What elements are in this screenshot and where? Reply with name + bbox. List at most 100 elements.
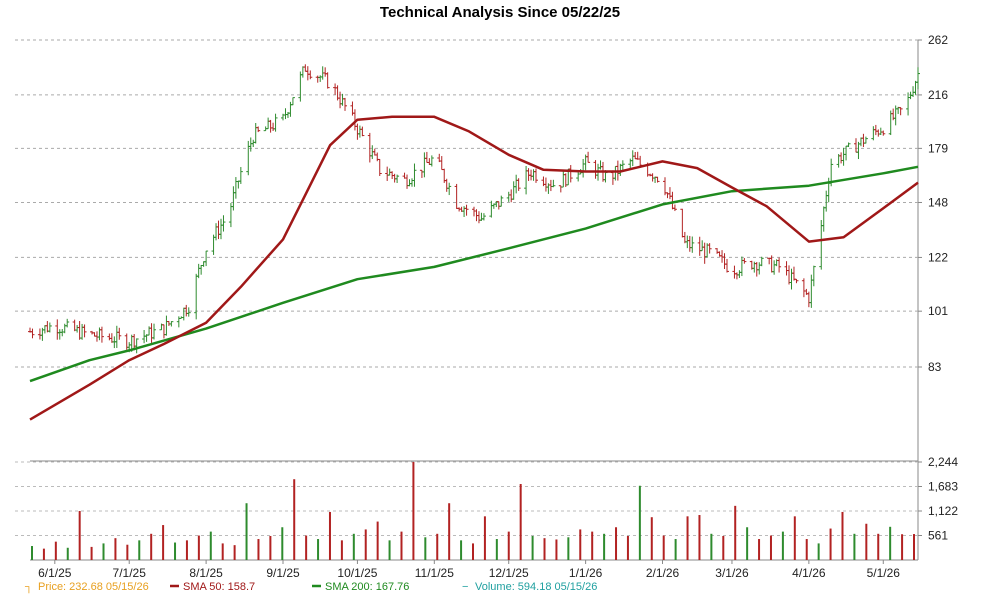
volume-bar: [579, 529, 582, 560]
price-bar: [186, 307, 191, 317]
volume-bar: [197, 535, 200, 560]
volume-bar: [114, 538, 117, 560]
price-bar: [881, 130, 886, 136]
price-bar: [117, 327, 122, 340]
volume-bar: [805, 539, 808, 560]
legend-item: SMA 200: 167.76: [312, 581, 409, 593]
x-tick-label: 1/1/26: [569, 566, 603, 580]
volume-bar: [102, 543, 105, 560]
volume-bar: [376, 521, 379, 560]
volume-bar: [901, 534, 904, 560]
legend-symbol: −: [462, 581, 468, 593]
price-bar: [447, 182, 452, 196]
price-bar: [221, 215, 226, 232]
volume-bar: [543, 538, 546, 560]
price-bar: [898, 107, 903, 116]
price-bar: [742, 257, 747, 264]
price-tick-label: 83: [928, 360, 942, 374]
price-bar: [863, 136, 868, 144]
volume-bar: [913, 534, 915, 560]
volume-tick-label: 561: [928, 529, 948, 543]
volume-bars: [31, 462, 915, 560]
volume-bar: [90, 546, 93, 560]
legend-label: Price: 232.68 05/15/26: [38, 581, 149, 593]
legend-label: Volume: 594.18 05/15/26: [475, 581, 597, 593]
volume-bar: [507, 531, 510, 560]
x-tick-label: 7/1/25: [113, 566, 147, 580]
volume-bar: [555, 539, 558, 560]
volume-bar: [412, 462, 415, 560]
volume-bar: [841, 511, 844, 560]
price-bar: [499, 195, 504, 207]
price-bar: [534, 168, 539, 183]
volume-bar: [269, 535, 272, 560]
volume-bar: [829, 528, 832, 560]
volume-bar: [603, 533, 606, 560]
sma-50-line: [29, 115, 919, 421]
volume-tick-label: 1,122: [928, 504, 958, 518]
price-bar: [308, 70, 313, 80]
price-bar: [620, 160, 625, 172]
volume-bar: [293, 479, 296, 560]
price-bar: [586, 151, 591, 163]
volume-bar: [364, 529, 367, 560]
volume-bar: [31, 546, 33, 560]
volume-bar: [746, 527, 749, 560]
price-tick-label: 148: [928, 195, 948, 209]
price-bar: [777, 257, 782, 273]
volume-bar: [793, 516, 796, 560]
volume-bar: [626, 535, 629, 560]
price-bar: [343, 97, 348, 111]
volume-bar: [138, 540, 141, 560]
price-bar: [360, 126, 365, 137]
volume-bar: [400, 531, 403, 560]
price-bar: [672, 204, 677, 212]
price-bar: [725, 258, 730, 273]
volume-bar: [257, 539, 260, 560]
price-bar: [30, 328, 35, 339]
volume-bar: [686, 516, 689, 560]
x-tick-label: 9/1/25: [266, 566, 300, 580]
volume-bar: [853, 533, 856, 560]
volume-bar: [662, 535, 665, 560]
volume-bar: [567, 537, 570, 560]
volume-bar: [233, 545, 236, 560]
volume-bar: [78, 511, 81, 560]
volume-bar: [734, 505, 737, 560]
legend-symbol: ┐: [24, 581, 33, 594]
price-bar: [99, 326, 104, 343]
volume-bar: [615, 527, 618, 560]
price-bar: [325, 72, 330, 89]
volume-tick-label: 1,683: [928, 480, 958, 494]
x-tick-label: 11/1/25: [415, 566, 454, 580]
price-bar: [690, 236, 695, 253]
x-tick-label: 2/1/26: [646, 566, 680, 580]
volume-bar: [209, 531, 212, 560]
volume-bar: [769, 535, 772, 560]
volume-bar: [174, 542, 177, 560]
price-bar: [290, 97, 295, 106]
volume-tick-label: 2,244: [928, 455, 958, 469]
price-bar: [395, 174, 400, 183]
price-bar: [811, 265, 816, 287]
x-tick-label: 10/1/25: [337, 566, 377, 580]
legend-label: SMA 50: 158.7: [183, 581, 255, 593]
volume-bar: [650, 517, 653, 560]
volume-bar: [448, 503, 451, 560]
x-tick-label: 5/1/26: [867, 566, 901, 580]
volume-bar: [758, 539, 761, 560]
price-bar: [846, 142, 851, 148]
price-bar: [568, 165, 573, 183]
legend-item: SMA 50: 158.7: [170, 581, 255, 593]
volume-bar: [591, 531, 594, 560]
legend-item: ┐ Price: 232.68 05/15/26: [24, 581, 149, 594]
price-tick-label: 179: [928, 141, 948, 155]
price-bar: [47, 322, 52, 333]
volume-bar: [328, 511, 331, 560]
volume-bar: [245, 503, 248, 560]
volume-bar: [483, 516, 486, 560]
price-bar: [204, 250, 209, 267]
